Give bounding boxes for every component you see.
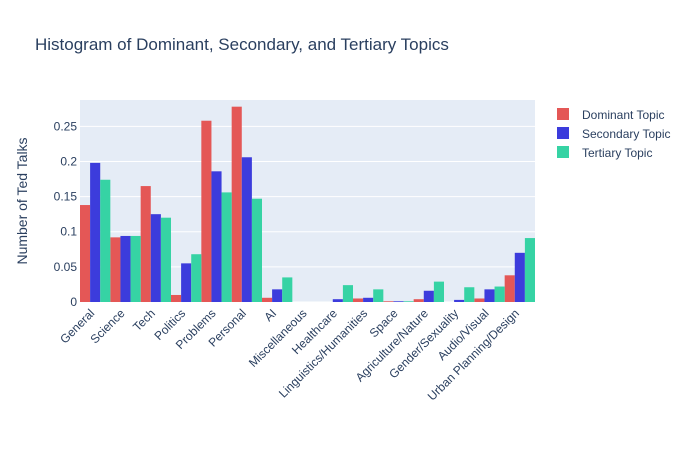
bar-secondary-topic-gender-sexuality: [454, 299, 465, 302]
bar-secondary-topic-politics: [181, 263, 192, 302]
bar-dominant-topic-linguistics-humanities: [353, 298, 364, 302]
bar-secondary-topic-personal: [241, 157, 252, 302]
legend-swatch: [557, 146, 569, 158]
chart-title: Histogram of Dominant, Secondary, and Te…: [35, 35, 449, 54]
bar-tertiary-topic-politics: [191, 254, 202, 302]
bar-tertiary-topic-ai: [282, 277, 293, 302]
y-axis-ticks: 0 0.05 0.1 0.15 0.2 0.25: [54, 119, 78, 309]
bar-dominant-topic-tech: [140, 186, 151, 302]
bar-tertiary-topic-personal: [251, 198, 262, 302]
y-tick-label: 0.15: [54, 190, 78, 204]
bar-tertiary-topic-general: [100, 179, 111, 302]
legend: Dominant Topic Secondary Topic Tertiary To…: [557, 108, 671, 160]
bar-dominant-topic-space: [383, 301, 394, 302]
bar-tertiary-topic-space: [403, 301, 414, 302]
bar-dominant-topic-urban-planning-design: [504, 275, 515, 302]
bars: [80, 106, 535, 303]
legend-label: Dominant Topic: [582, 108, 665, 122]
bar-tertiary-topic-healthcare: [342, 285, 353, 302]
legend-swatch: [557, 127, 569, 139]
bar-tertiary-topic-gender-sexuality: [464, 287, 475, 302]
y-tick-label: 0.2: [60, 154, 77, 168]
bar-tertiary-topic-linguistics-humanities: [373, 289, 384, 302]
bar-tertiary-topic-audio-visual: [494, 286, 505, 302]
bar-secondary-topic-linguistics-humanities: [363, 297, 374, 302]
bar-dominant-topic-problems: [201, 120, 212, 302]
bar-secondary-topic-agriculture-nature: [423, 290, 434, 302]
bar-secondary-topic-ai: [272, 289, 283, 302]
bar-dominant-topic-politics: [171, 294, 182, 302]
y-tick-label: 0: [70, 295, 77, 309]
bar-dominant-topic-general: [80, 205, 91, 302]
bar-secondary-topic-urban-planning-design: [514, 252, 525, 302]
bar-dominant-topic-audio-visual: [474, 298, 485, 302]
bar-secondary-topic-general: [90, 162, 101, 302]
bar-dominant-topic-agriculture-nature: [413, 299, 424, 302]
bar-dominant-topic-personal: [231, 106, 242, 303]
bar-secondary-topic-audio-visual: [484, 289, 495, 302]
y-tick-label: 0.05: [54, 260, 78, 274]
legend-swatch: [557, 108, 569, 120]
x-tick-label: AI: [261, 306, 279, 324]
bar-secondary-topic-science: [120, 235, 131, 302]
bar-secondary-topic-space: [393, 301, 404, 302]
y-tick-label: 0.25: [54, 119, 78, 133]
y-tick-label: 0.1: [60, 225, 77, 239]
bar-tertiary-topic-problems: [221, 192, 232, 302]
legend-label: Tertiary Topic: [582, 146, 652, 160]
bar-tertiary-topic-science: [130, 235, 141, 302]
bar-secondary-topic-problems: [211, 171, 222, 302]
bar-tertiary-topic-tech: [160, 217, 171, 302]
x-tick-label: Science: [88, 306, 128, 346]
y-axis-title: Number of Ted Talks: [14, 137, 30, 264]
bar-dominant-topic-science: [110, 237, 121, 302]
bar-dominant-topic-ai: [262, 297, 273, 302]
legend-label: Secondary Topic: [582, 127, 671, 141]
bar-tertiary-topic-urban-planning-design: [524, 238, 535, 302]
bar-secondary-topic-healthcare: [332, 299, 343, 302]
bar-secondary-topic-tech: [150, 214, 161, 302]
bar-tertiary-topic-agriculture-nature: [433, 281, 444, 302]
